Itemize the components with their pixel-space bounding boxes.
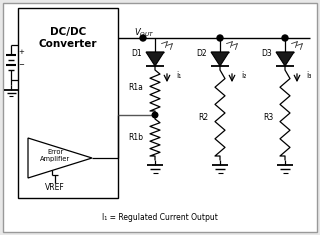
Circle shape xyxy=(152,112,158,118)
Text: R1a: R1a xyxy=(128,83,143,93)
Bar xyxy=(18,8,118,198)
Text: R1b: R1b xyxy=(128,133,143,142)
Text: D1: D1 xyxy=(132,48,142,58)
Text: VREF: VREF xyxy=(45,184,65,192)
Text: R2: R2 xyxy=(198,114,208,122)
Text: DC/DC
Converter: DC/DC Converter xyxy=(39,27,97,49)
Polygon shape xyxy=(146,52,164,66)
Text: R3: R3 xyxy=(263,114,273,122)
Text: I₁ = Regulated Current Output: I₁ = Regulated Current Output xyxy=(102,214,218,223)
Text: $V_{OUT}$: $V_{OUT}$ xyxy=(134,27,155,39)
Circle shape xyxy=(140,35,146,41)
Text: i₂: i₂ xyxy=(241,71,246,81)
Text: i₁: i₁ xyxy=(176,71,181,81)
Text: D3: D3 xyxy=(261,48,272,58)
Circle shape xyxy=(282,35,288,41)
Circle shape xyxy=(217,35,223,41)
Text: i₃: i₃ xyxy=(306,71,311,81)
Text: Error
Amplifier: Error Amplifier xyxy=(40,149,70,162)
Text: D2: D2 xyxy=(196,48,207,58)
Polygon shape xyxy=(28,138,92,178)
Text: +: + xyxy=(18,49,24,55)
Text: −: − xyxy=(18,62,24,68)
Polygon shape xyxy=(211,52,229,66)
Polygon shape xyxy=(276,52,294,66)
